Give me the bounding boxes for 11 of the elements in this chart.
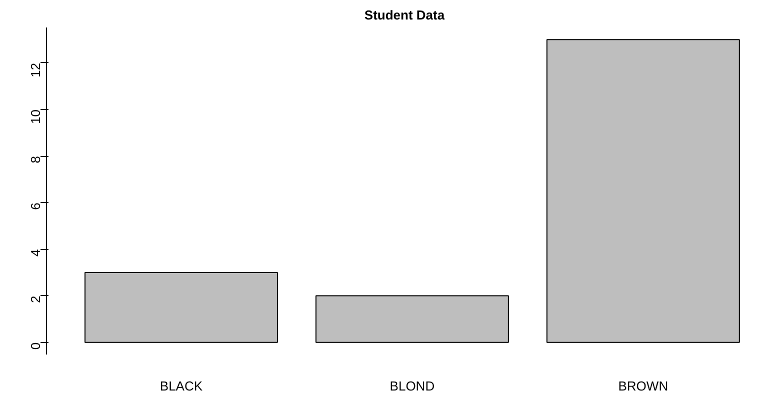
y-tick-label: 6 <box>28 202 43 210</box>
y-tick-label: 10 <box>28 109 43 124</box>
y-tick-label: 8 <box>28 156 43 164</box>
x-tick-label: BROWN <box>618 378 668 394</box>
chart-title: Student Data <box>364 8 446 22</box>
x-tick-label: BLOND <box>390 378 435 394</box>
y-tick-label: 12 <box>28 62 43 78</box>
y-tick-label: 0 <box>28 342 43 350</box>
y-tick-label: 4 <box>28 249 43 256</box>
y-tick-label: 2 <box>28 296 43 304</box>
x-tick-label: BLACK <box>160 378 203 394</box>
